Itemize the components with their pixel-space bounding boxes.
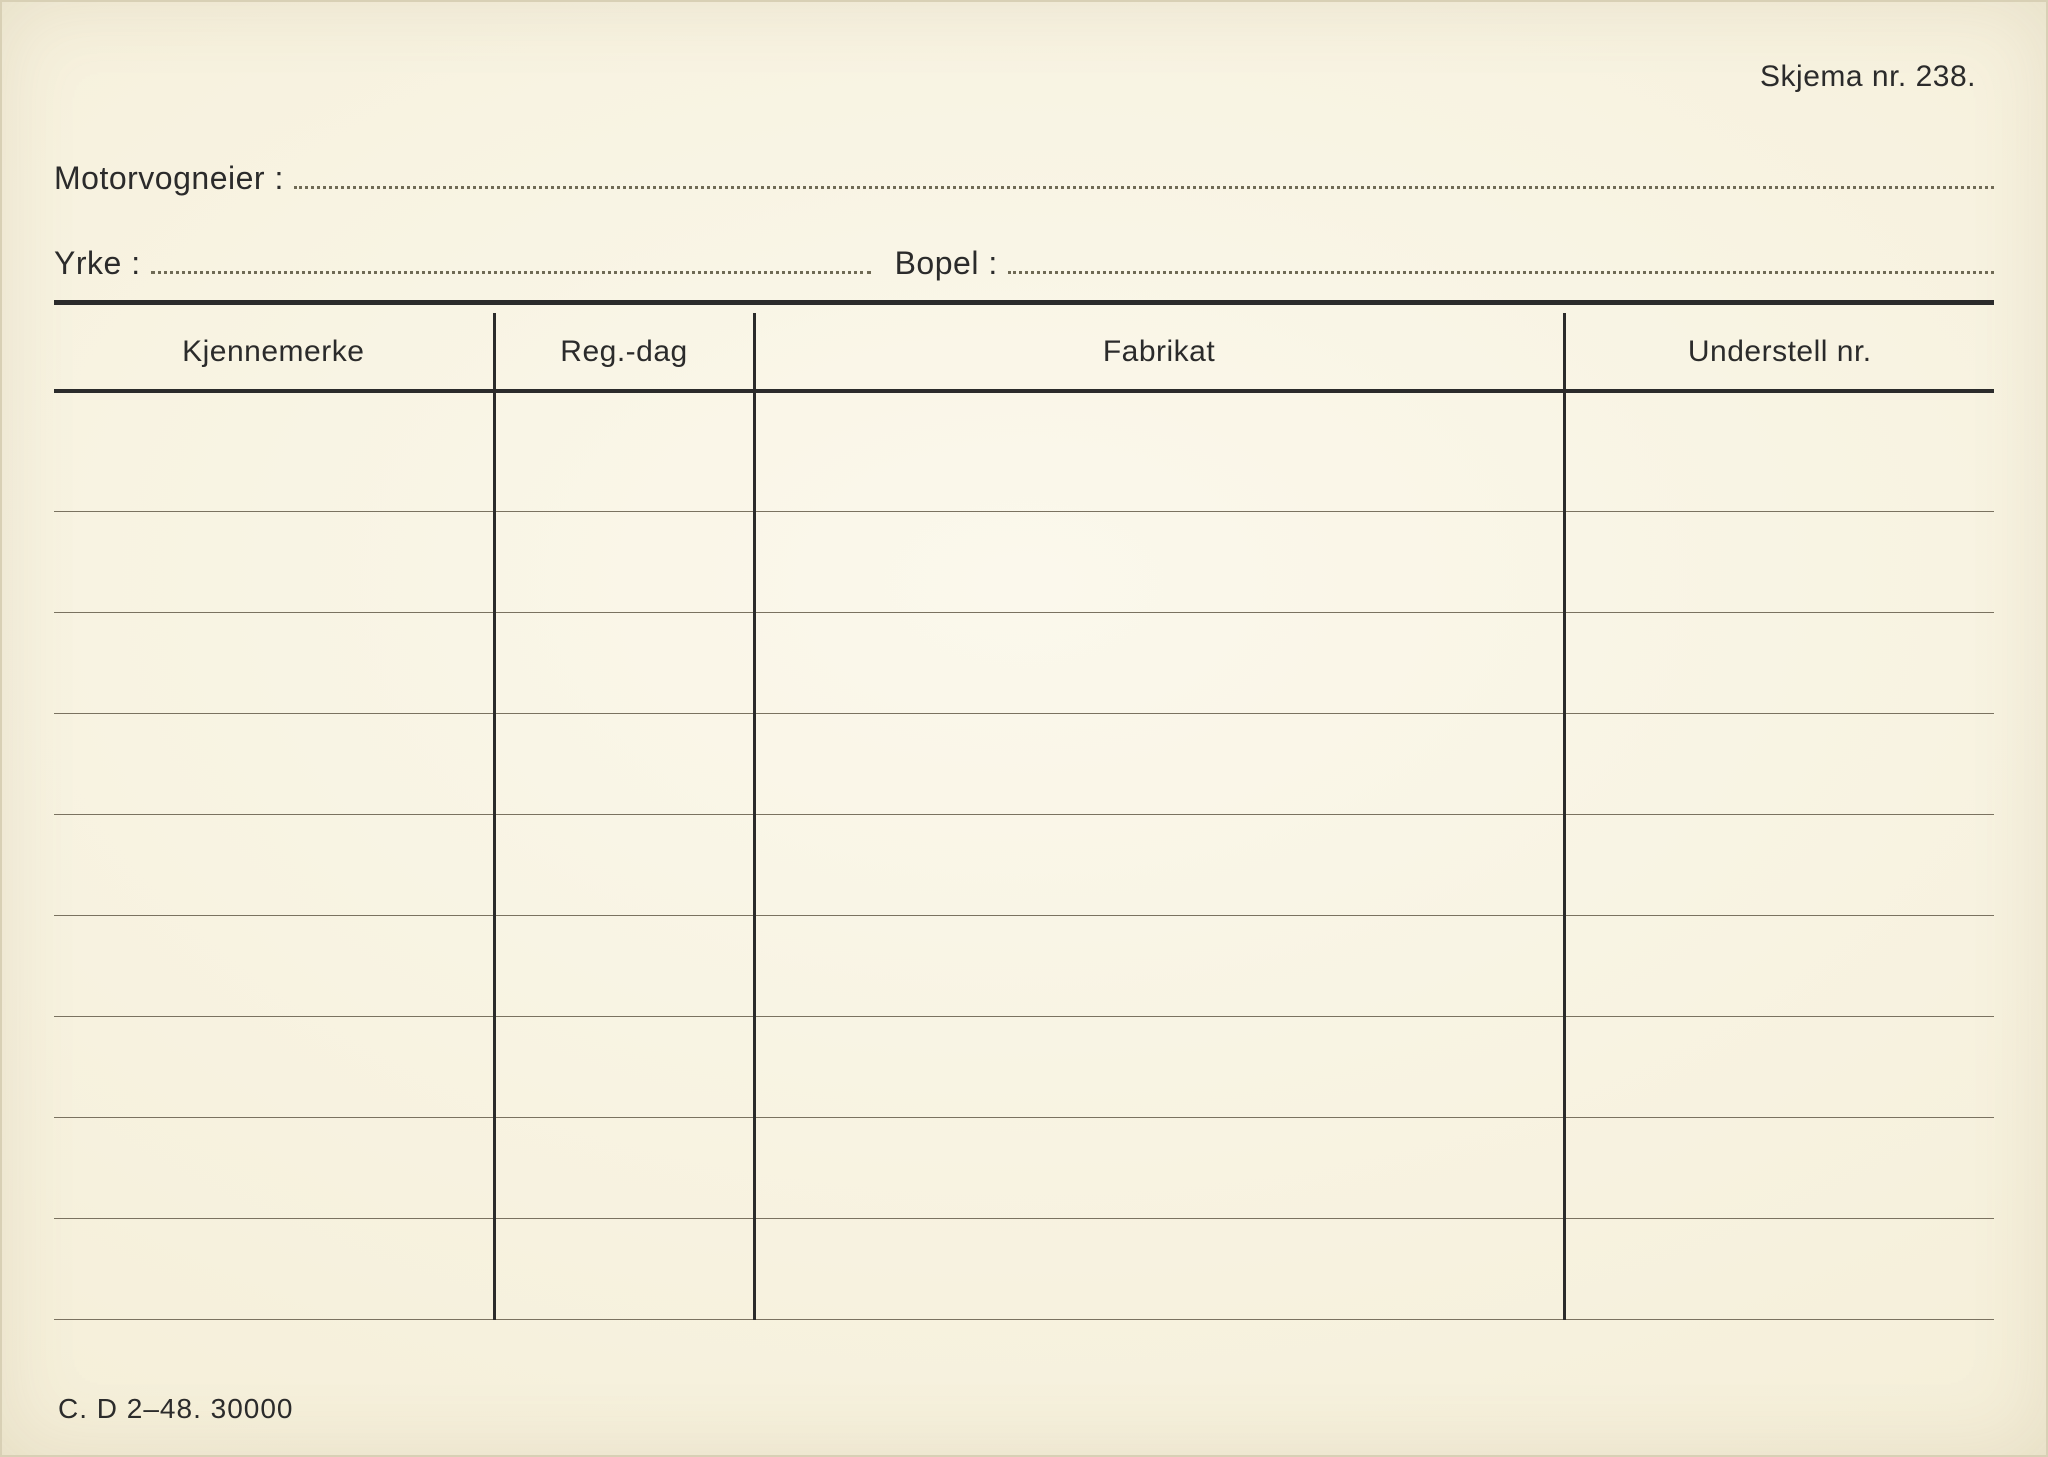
cell-understell [1564,1219,1994,1320]
cell-fabrikat [754,815,1564,916]
cell-kjennemerke [54,512,494,613]
residence-label: Bopel : [871,245,1008,282]
table-row [54,391,1994,512]
cell-kjennemerke [54,916,494,1017]
cell-kjennemerke [54,1118,494,1219]
table-row [54,714,1994,815]
cell-understell [1564,512,1994,613]
table-row [54,1118,1994,1219]
cell-understell [1564,714,1994,815]
heavy-rule-top [54,300,1994,305]
occupation-label: Yrke : [54,245,151,282]
cell-regdag [494,512,754,613]
owner-value [294,182,1994,189]
cell-kjennemerke [54,815,494,916]
cell-regdag [494,815,754,916]
cell-regdag [494,1219,754,1320]
cell-kjennemerke [54,1017,494,1118]
table-row [54,815,1994,916]
owner-row: Motorvogneier : [54,160,1994,197]
col-header-fabrikat: Fabrikat [754,313,1564,391]
cell-fabrikat [754,916,1564,1017]
col-header-kjennemerke: Kjennemerke [54,313,494,391]
cell-fabrikat [754,1219,1564,1320]
cell-understell [1564,613,1994,714]
cell-understell [1564,916,1994,1017]
table-row [54,613,1994,714]
cell-regdag [494,391,754,512]
cell-kjennemerke [54,613,494,714]
table-header-row: Kjennemerke Reg.-dag Fabrikat Understell… [54,313,1994,391]
cell-fabrikat [754,512,1564,613]
table-row [54,1017,1994,1118]
cell-regdag [494,1017,754,1118]
table-row [54,512,1994,613]
cell-fabrikat [754,613,1564,714]
cell-regdag [494,1118,754,1219]
cell-kjennemerke [54,391,494,512]
cell-understell [1564,1118,1994,1219]
form-number: Skjema nr. 238. [1760,60,1976,94]
col-header-understell: Understell nr. [1564,313,1994,391]
cell-understell [1564,815,1994,916]
cell-regdag [494,613,754,714]
cell-regdag [494,916,754,1017]
occupation-value [151,267,871,274]
registration-card: Skjema nr. 238. Motorvogneier : Yrke : B… [0,0,2048,1457]
table-row [54,916,1994,1017]
print-code: C. D 2–48. 30000 [58,1393,294,1425]
cell-fabrikat [754,714,1564,815]
owner-label: Motorvogneier : [54,160,294,197]
cell-understell [1564,1017,1994,1118]
cell-regdag [494,714,754,815]
cell-understell [1564,391,1994,512]
residence-value [1008,267,1994,274]
cell-kjennemerke [54,1219,494,1320]
col-header-regdag: Reg.-dag [494,313,754,391]
cell-fabrikat [754,1118,1564,1219]
cell-kjennemerke [54,714,494,815]
occupation-residence-row: Yrke : Bopel : [54,245,1994,282]
cell-fabrikat [754,391,1564,512]
vehicle-table: Kjennemerke Reg.-dag Fabrikat Understell… [54,313,1994,1320]
cell-fabrikat [754,1017,1564,1118]
table-row [54,1219,1994,1320]
